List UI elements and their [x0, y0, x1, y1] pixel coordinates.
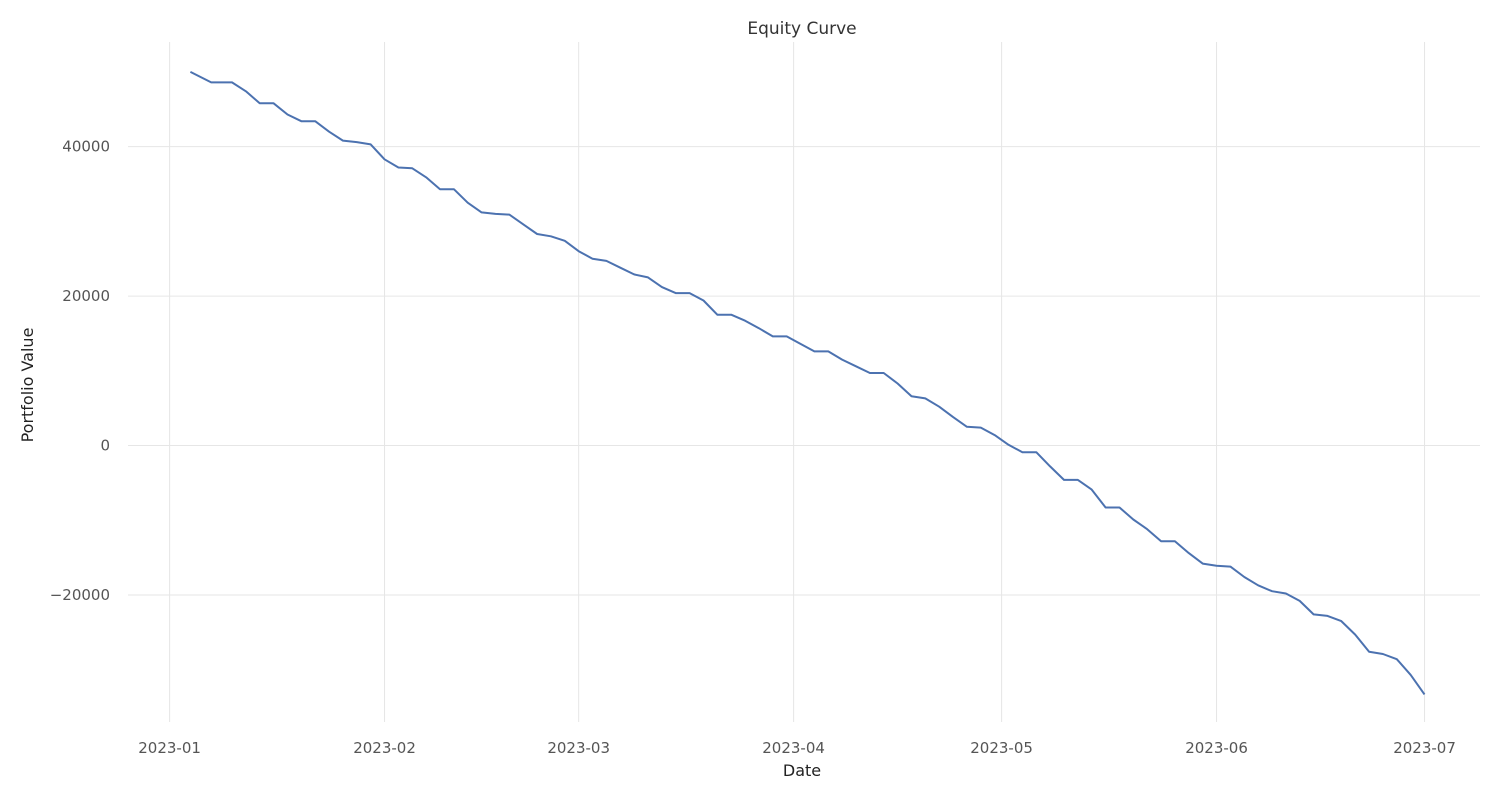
series-layer: [189, 71, 1426, 695]
x-tick-label: 2023-07: [1393, 739, 1456, 757]
x-tick-label: 2023-02: [353, 739, 416, 757]
y-axis-label: Portfolio Value: [18, 328, 37, 443]
y-tick-label: −20000: [50, 586, 110, 604]
x-tick-label: 2023-06: [1185, 739, 1248, 757]
x-tick-label: 2023-05: [970, 739, 1033, 757]
y-axis-ticks: −20000 0 20000 40000: [50, 138, 110, 604]
x-axis-label: Date: [783, 761, 821, 780]
chart-title: Equity Curve: [747, 19, 856, 39]
grid: [128, 42, 1480, 722]
y-tick-label: 20000: [62, 287, 110, 305]
x-tick-label: 2023-01: [138, 739, 201, 757]
y-tick-label: 40000: [62, 138, 110, 156]
x-tick-label: 2023-04: [762, 739, 825, 757]
x-axis-ticks: 2023-01 2023-02 2023-03 2023-04 2023-05 2023-…: [138, 739, 1456, 757]
equity-series-line: [189, 71, 1426, 695]
x-tick-label: 2023-03: [547, 739, 610, 757]
y-tick-label: 0: [100, 437, 110, 455]
